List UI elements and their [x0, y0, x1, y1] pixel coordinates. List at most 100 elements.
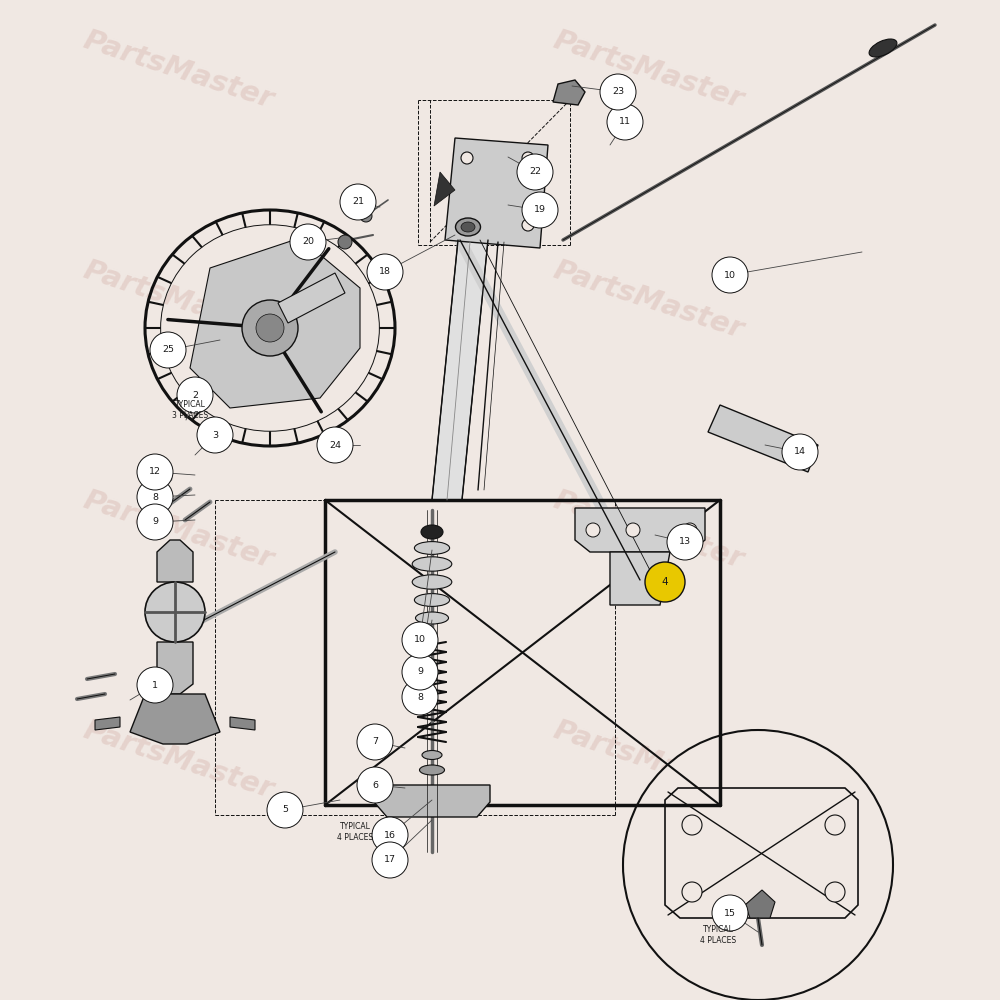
Circle shape	[461, 152, 473, 164]
Circle shape	[372, 842, 408, 878]
Polygon shape	[745, 890, 775, 918]
Circle shape	[137, 667, 173, 703]
Text: 1: 1	[152, 680, 158, 690]
Text: 19: 19	[534, 206, 546, 215]
Text: PartsMaster: PartsMaster	[80, 26, 278, 114]
Text: 5: 5	[282, 806, 288, 814]
Text: 24: 24	[329, 440, 341, 450]
Polygon shape	[95, 717, 120, 730]
Circle shape	[256, 314, 284, 342]
Circle shape	[367, 254, 403, 290]
Text: 6: 6	[372, 780, 378, 790]
Circle shape	[402, 654, 438, 690]
Ellipse shape	[422, 750, 442, 760]
Text: 2: 2	[192, 390, 198, 399]
Circle shape	[461, 219, 473, 231]
Circle shape	[338, 235, 352, 249]
Text: PartsMaster: PartsMaster	[80, 486, 278, 574]
Text: 11: 11	[619, 117, 631, 126]
Ellipse shape	[461, 222, 475, 232]
Text: 9: 9	[417, 668, 423, 676]
Text: 10: 10	[414, 636, 426, 645]
Polygon shape	[553, 80, 585, 105]
Circle shape	[712, 257, 748, 293]
Text: 9: 9	[152, 518, 158, 526]
Circle shape	[177, 377, 213, 413]
Circle shape	[357, 767, 393, 803]
Circle shape	[242, 300, 298, 356]
Text: TYPICAL
4 PLACES: TYPICAL 4 PLACES	[700, 925, 736, 945]
Polygon shape	[157, 540, 193, 582]
Circle shape	[340, 184, 376, 220]
Circle shape	[825, 882, 845, 902]
Text: 21: 21	[352, 198, 364, 207]
Ellipse shape	[869, 39, 897, 57]
Text: 12: 12	[149, 468, 161, 477]
Text: 17: 17	[384, 856, 396, 864]
Circle shape	[667, 524, 703, 560]
Circle shape	[522, 219, 534, 231]
Text: TYPICAL
4 PLACES: TYPICAL 4 PLACES	[337, 822, 373, 842]
Circle shape	[522, 152, 534, 164]
Ellipse shape	[414, 542, 450, 554]
Polygon shape	[130, 694, 220, 744]
Circle shape	[683, 523, 697, 537]
Ellipse shape	[421, 525, 443, 539]
Circle shape	[825, 815, 845, 835]
Ellipse shape	[414, 594, 450, 606]
Ellipse shape	[456, 218, 480, 236]
Circle shape	[586, 523, 600, 537]
Text: 13: 13	[679, 538, 691, 546]
Circle shape	[137, 454, 173, 490]
Text: TYPICAL
3 PLACES: TYPICAL 3 PLACES	[172, 400, 208, 420]
Circle shape	[290, 224, 326, 260]
Text: 8: 8	[152, 492, 158, 502]
Polygon shape	[445, 138, 548, 248]
Circle shape	[402, 679, 438, 715]
Circle shape	[645, 562, 685, 602]
Polygon shape	[230, 717, 255, 730]
Polygon shape	[610, 552, 670, 605]
Text: 4: 4	[662, 577, 668, 587]
Circle shape	[682, 882, 702, 902]
Circle shape	[607, 104, 643, 140]
Circle shape	[712, 895, 748, 931]
Polygon shape	[432, 240, 488, 500]
Text: PartsMaster: PartsMaster	[550, 26, 748, 114]
Polygon shape	[374, 785, 490, 817]
Ellipse shape	[416, 612, 448, 624]
Text: 7: 7	[372, 738, 378, 746]
Polygon shape	[278, 273, 345, 323]
Circle shape	[372, 817, 408, 853]
Polygon shape	[434, 172, 455, 206]
Polygon shape	[708, 405, 818, 472]
Text: 15: 15	[724, 908, 736, 918]
Text: 23: 23	[612, 88, 624, 97]
Text: PartsMaster: PartsMaster	[550, 716, 748, 804]
Circle shape	[357, 724, 393, 760]
Polygon shape	[190, 238, 360, 408]
Text: PartsMaster: PartsMaster	[80, 716, 278, 804]
Text: PartsMaster: PartsMaster	[80, 256, 278, 344]
Circle shape	[682, 815, 702, 835]
Circle shape	[150, 332, 186, 368]
Circle shape	[647, 564, 683, 600]
Text: 14: 14	[794, 448, 806, 456]
Text: PartsMaster: PartsMaster	[550, 256, 748, 344]
Circle shape	[360, 210, 372, 222]
Circle shape	[137, 479, 173, 515]
Circle shape	[197, 417, 233, 453]
Ellipse shape	[420, 765, 444, 775]
Circle shape	[782, 434, 818, 470]
Circle shape	[145, 582, 205, 642]
Text: 18: 18	[379, 267, 391, 276]
Circle shape	[623, 730, 893, 1000]
Ellipse shape	[412, 557, 452, 571]
Text: 8: 8	[417, 692, 423, 702]
Text: PartsMaster: PartsMaster	[550, 486, 748, 574]
Circle shape	[600, 74, 636, 110]
Circle shape	[517, 154, 553, 190]
Text: 20: 20	[302, 237, 314, 246]
Circle shape	[317, 427, 353, 463]
Polygon shape	[575, 508, 705, 552]
